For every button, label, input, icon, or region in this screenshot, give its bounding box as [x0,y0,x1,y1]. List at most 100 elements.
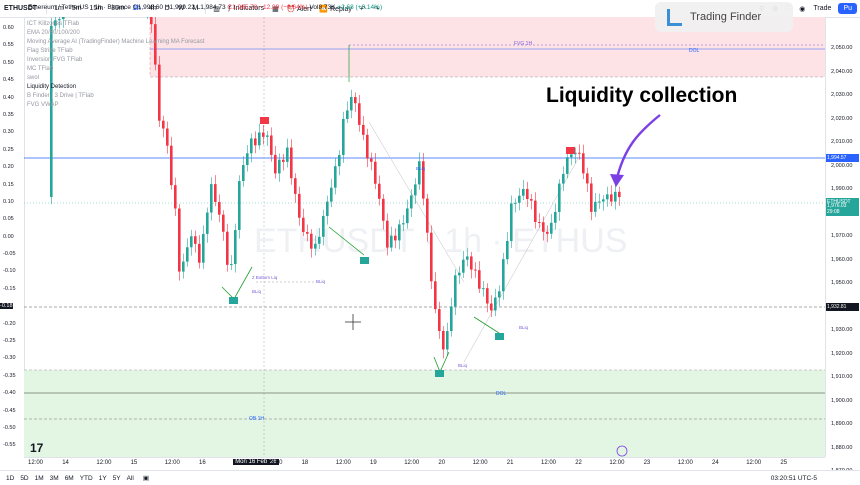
footer-bar: 1D 5D 1M 3M 6M YTD 1Y 5Y All ▣ 03:20:51 UTC-5 [0,470,860,485]
candle-body [230,264,233,266]
logo-text: Trading Finder [690,11,762,23]
legend-item[interactable]: Moving Average AI (TradingFinder) Machin… [27,39,205,45]
candle-body [558,183,561,212]
legend-item[interactable]: ICT Killzones TFlab [27,21,80,27]
lightning-icon[interactable] [616,445,628,457]
legend-item[interactable]: MC TFlab [27,66,54,72]
indicators-button[interactable]: ƒ Indicators [224,5,268,12]
candle-body [418,161,421,185]
symbol-search[interactable]: ETHUSDT [4,5,38,12]
candle-body [162,120,165,129]
redo-icon[interactable]: ↷ [373,5,380,13]
candle-body [450,306,453,332]
upper-level-price-label: 1,994.57 [826,154,859,162]
range-button[interactable]: 1M [34,474,44,482]
replay-label: Replay [330,5,352,13]
bull-marker[interactable] [495,333,504,340]
legend-item[interactable]: B Finder | 3 Drive | TFlab [27,93,94,99]
range-button[interactable]: 5Y [112,474,121,482]
candle-body [610,194,613,202]
timeframe-4h[interactable]: 4h [148,5,157,12]
candle-body [246,153,249,165]
candle-body [346,110,349,119]
timeframe-1h[interactable]: 1h [132,5,141,12]
candle-body [258,132,261,146]
alert-button[interactable]: ⏰ Alert [283,5,316,13]
left-axis-tick: 0.45 [3,77,14,84]
indicator-legend[interactable]: ICT Killzones TFlab EMA 20/50/100/200 Movi… [27,20,204,110]
time-axis-tick: 12:00 [677,460,693,466]
legend-item[interactable]: EMA 20/50/100/200 [27,30,80,36]
range-button[interactable]: 6M [64,474,74,482]
candle-body [562,173,565,184]
left-axis-tick: 0.60 [3,25,14,31]
calendar-icon[interactable]: ▣ [142,475,150,482]
replay-button[interactable]: ⏪ Replay [315,5,355,13]
candle-body [186,247,189,262]
tradingview-logo-icon[interactable]: 17 [30,441,44,455]
candle-body [342,118,345,156]
candle-body [570,154,573,158]
candle-body [194,236,197,244]
range-button[interactable]: All [126,474,134,482]
range-button[interactable]: 5D [20,474,29,482]
candle-body [534,200,537,223]
timeframe-1m[interactable]: 1m [54,5,64,12]
candle-body [54,20,57,26]
time-axis[interactable]: 12:00 14 12:00 15 12:00 16 Mon 16 Feb '26 22:00… [24,457,825,470]
candle-body [250,138,253,154]
range-button[interactable]: 3M [49,474,59,482]
layout-icon[interactable]: ▦ [272,5,279,13]
candle-body [370,158,373,162]
candle-body [398,224,401,241]
logo-icon [667,8,682,26]
range-button[interactable]: 1Y [98,474,107,482]
publish-button[interactable]: Pu [838,3,857,14]
left-axis-tick: 0.30 [3,129,14,136]
range-button[interactable]: YTD [79,474,93,482]
candle-body [202,233,205,263]
timeframe-30m[interactable]: 30m [111,5,125,12]
left-axis-tick: -0.30 [3,355,16,362]
bliq-label: BLiq [316,279,326,284]
price-axis-tick: 2,040.00 [831,68,853,75]
legend-item[interactable]: FVG VWAP [27,102,59,108]
candle-body [278,159,281,174]
price-axis-tick: 1,890.00 [831,421,853,427]
candle-body [466,256,469,260]
legend-item[interactable]: Liquidity Detection [27,84,77,90]
candle-body [438,309,441,332]
bear-marker[interactable] [566,147,575,154]
bull-marker[interactable] [229,297,238,304]
undo-icon[interactable]: ↶ [359,5,366,13]
timeframe-m[interactable]: M [192,5,199,12]
timeframe-w[interactable]: W [177,5,185,12]
legend-item[interactable]: swol [27,75,40,81]
camera-icon[interactable]: ◉ [799,5,806,13]
price-axis-tick: 2,020.00 [831,115,853,122]
timeframe-15m[interactable]: 15m [89,5,104,12]
trade-button[interactable]: Trade [813,5,832,12]
bull-marker[interactable] [360,257,369,264]
candle-body [518,195,521,203]
price-countdown-label: 1,976.03 29:08 [826,203,859,216]
legend-item[interactable]: Inversion FVG TFlab [27,57,83,63]
timeframe-5m[interactable]: 5m [71,5,82,12]
left-axis-tick: 0.00 [3,233,14,240]
left-axis-tick: -0.10 [3,268,16,275]
legend-item[interactable]: Flag Strike TFlab [27,48,73,54]
tradingfinder-logo: Trading Finder [655,2,793,32]
price-axis[interactable]: 1,870.001,880.001,890.001,900.001,910.00… [825,17,860,474]
chart-type-icon[interactable]: ▥ [213,5,220,13]
bear-marker[interactable] [260,117,269,124]
left-axis[interactable]: 0.60 0.55 0.50 0.45 0.40 0.35 0.30 0.25 0.20 0.15… [0,17,25,457]
clock-time[interactable]: 03:20:51 UTC-5 [770,474,817,482]
bull-marker[interactable] [435,370,444,377]
range-button[interactable]: 1D [6,474,15,482]
candle-body [542,222,545,232]
time-axis-tick: 25 [780,460,788,466]
price-axis-tick: 2,030.00 [831,92,853,98]
demand-zone [24,370,825,457]
timeframe-d[interactable]: D [164,5,170,12]
toolbar-divider [46,3,48,14]
